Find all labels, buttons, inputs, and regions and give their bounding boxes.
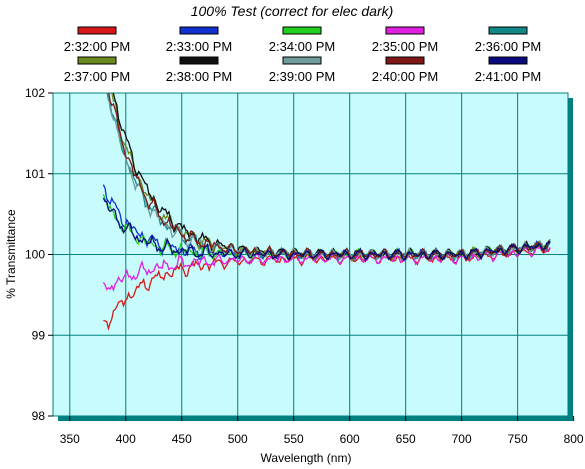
series-line	[102, 197, 551, 262]
x-tick-label: 350	[60, 432, 80, 446]
series-line	[102, 245, 551, 292]
legend-swatch	[282, 26, 322, 35]
x-tick-label: 650	[396, 432, 416, 446]
legend-label: 2:41:00 PM	[475, 69, 542, 84]
x-tick-label: 700	[452, 432, 472, 446]
chart-title: 100% Test (correct for elec dark)	[191, 3, 394, 19]
legend-label: 2:39:00 PM	[269, 69, 336, 84]
legend: 2:32:00 PM 2:33:00 PM 2:34:00 PM 2:35:00 PM…	[64, 26, 542, 84]
y-tick-label: 101	[25, 167, 45, 181]
legend-swatch	[488, 56, 528, 65]
legend-label: 2:33:00 PM	[166, 39, 233, 54]
legend-label: 2:32:00 PM	[64, 39, 131, 54]
legend-swatch	[385, 56, 425, 65]
legend-label: 2:36:00 PM	[475, 39, 542, 54]
series-lines	[102, 93, 551, 331]
legend-label: 2:35:00 PM	[372, 39, 439, 54]
x-tick-label: 450	[172, 432, 192, 446]
y-tick-label: 102	[25, 86, 45, 100]
legend-swatch	[385, 26, 425, 35]
legend-label: 2:34:00 PM	[269, 39, 336, 54]
legend-label: 2:38:00 PM	[166, 69, 233, 84]
legend-swatch	[282, 56, 322, 65]
x-tick-label: 600	[340, 432, 360, 446]
legend-swatch	[179, 26, 219, 35]
x-tick-labels: 350 400 450 500 550 600 650 700 750 800	[60, 432, 584, 446]
legend-label: 2:37:00 PM	[64, 69, 131, 84]
x-axis-label: Wavelength (nm)	[261, 451, 352, 465]
y-axis-label: % Transmittance	[4, 209, 18, 299]
x-tick-label: 750	[508, 432, 528, 446]
legend-label: 2:40:00 PM	[372, 69, 439, 84]
x-tick-label: 500	[228, 432, 248, 446]
legend-swatch	[77, 26, 117, 35]
y-tick-label: 98	[32, 409, 46, 423]
x-tick-label: 400	[116, 432, 136, 446]
y-tick-labels: 98 99 100 101 102	[25, 86, 45, 423]
legend-swatch	[77, 56, 117, 65]
legend-swatch	[488, 26, 528, 35]
y-tick-label: 100	[25, 248, 45, 262]
y-tick-label: 99	[32, 328, 46, 342]
x-tick-label: 550	[284, 432, 304, 446]
x-tick-label: 800	[564, 432, 584, 446]
legend-swatch	[179, 56, 219, 65]
series-line	[108, 93, 551, 262]
